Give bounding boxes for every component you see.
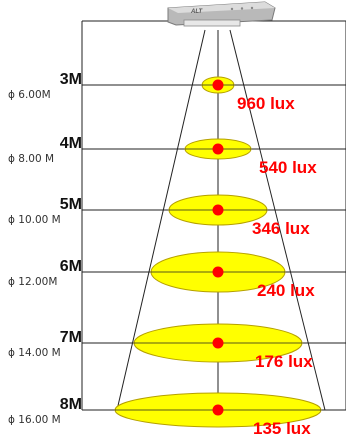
- level-lux-value: 135 lux: [253, 419, 311, 438]
- level-lux-value: 960 lux: [237, 94, 295, 113]
- floodlight-fixture-icon: ALT: [167, 1, 276, 27]
- cone-right-edge: [229, 29, 326, 411]
- beam-center-dot: [212, 266, 224, 278]
- beam-center-dot: [212, 404, 224, 416]
- level-diameter-label: ϕ 8.00 M: [8, 153, 54, 165]
- level-diameter-label: ϕ 12.00M: [8, 276, 57, 288]
- level-distance-label: 8M: [60, 396, 82, 413]
- cone-left-edge: [116, 29, 206, 411]
- fixture-screw: [230, 7, 234, 11]
- level-3m: 3M ϕ 6.00M 960 lux: [8, 71, 346, 113]
- level-5m: 5Mϕ 10.00 M 346 lux: [8, 194, 346, 238]
- fixture-screw: [240, 7, 244, 10]
- fixture-screw: [250, 6, 254, 10]
- level-diameter-label: ϕ 6.00M: [8, 89, 51, 101]
- level-4m: 4M ϕ 8.00 M 540 lux: [8, 135, 346, 177]
- level-lux-value: 346 lux: [252, 219, 310, 238]
- fixture-top-face: [168, 2, 275, 13]
- levels-layer: 3M ϕ 6.00M 960 lux 4M ϕ 8.00 M 540 lux 5Mϕ 10.…: [8, 71, 346, 438]
- level-lux-value: 176 lux: [255, 352, 313, 371]
- level-diameter-label: ϕ 10.00 M: [8, 214, 61, 226]
- fixture-lens: [183, 19, 241, 27]
- level-diameter-label: ϕ 16.00 M: [8, 414, 61, 426]
- level-lux-value: 240 lux: [257, 281, 315, 300]
- level-distance-label: 5M: [60, 196, 82, 213]
- level-6m: 6Mϕ 12.00M 240 lux: [8, 251, 346, 300]
- level-lux-value: 540 lux: [259, 158, 317, 177]
- beam-center-dot: [212, 337, 224, 349]
- beam-center-dot: [212, 204, 224, 216]
- level-distance-label: 6M: [60, 258, 82, 275]
- fixture-brand-mark: ALT: [190, 9, 204, 15]
- beam-center-dot: [212, 143, 224, 155]
- level-distance-label: 4M: [60, 135, 82, 152]
- level-7m: 7Mϕ 14.00 M 176 lux: [8, 323, 346, 371]
- level-8m: 8Mϕ 16.00 M 135 lux: [8, 392, 346, 438]
- beam-center-dot: [212, 79, 224, 91]
- level-distance-label: 7M: [60, 329, 82, 346]
- level-diameter-label: ϕ 14.00 M: [8, 347, 61, 359]
- level-distance-label: 3M: [60, 71, 82, 88]
